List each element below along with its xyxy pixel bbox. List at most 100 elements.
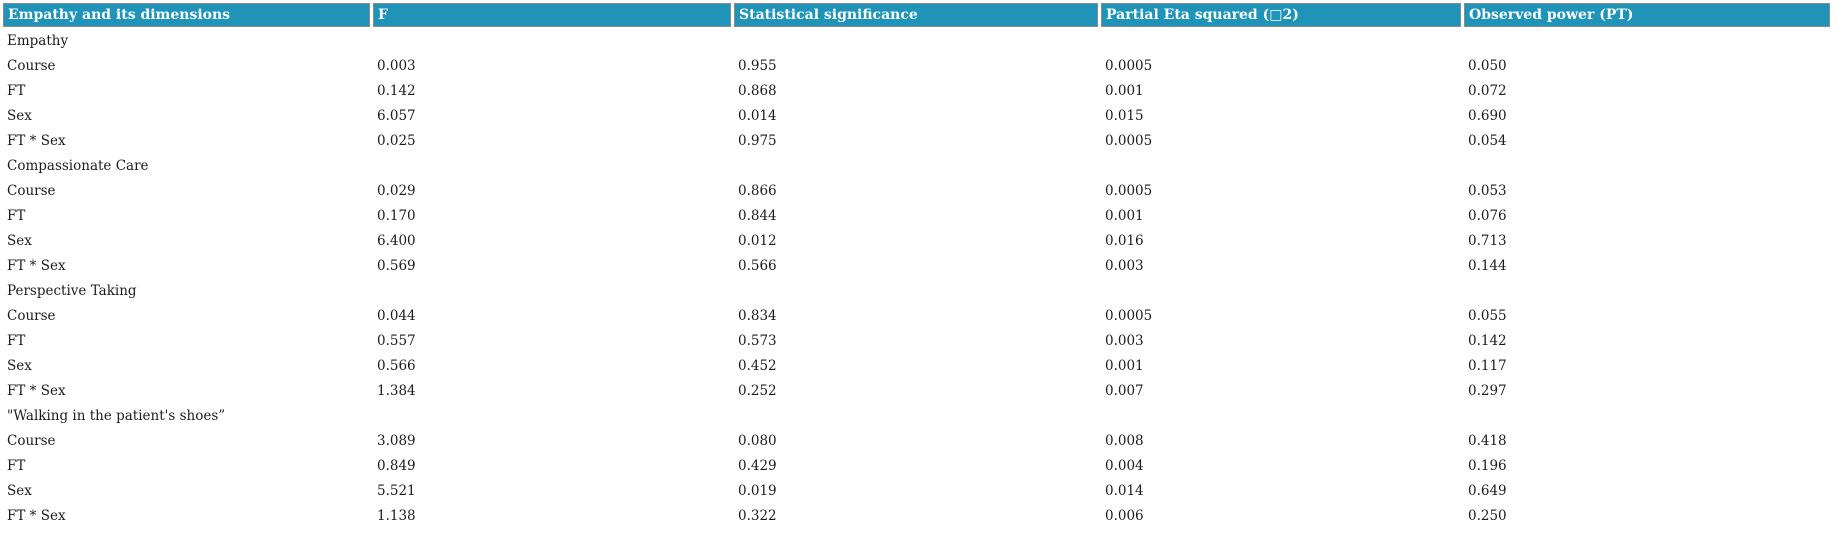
cell-sig: 0.955 [738, 58, 777, 74]
row-label: FT * Sex [7, 508, 66, 524]
table-row: Sex 0.566 0.452 0.001 0.117 [3, 355, 1830, 377]
table-row: FT * Sex 0.569 0.566 0.003 0.144 [3, 255, 1830, 277]
table-row: FT * Sex 0.025 0.975 0.0005 0.054 [3, 130, 1830, 152]
row-label: Course [7, 433, 56, 449]
table-row: FT 0.849 0.429 0.004 0.196 [3, 455, 1830, 477]
column-header-observed-power: Observed power (PT) [1464, 3, 1830, 27]
section-title: Compassionate Care [7, 158, 149, 174]
cell-f: 3.089 [377, 433, 416, 449]
cell-empty [1464, 280, 1830, 302]
cell-power: 0.072 [1468, 83, 1507, 99]
column-header-significance: Statistical significance [734, 3, 1098, 27]
row-label: Course [7, 183, 56, 199]
table-row: FT 0.557 0.573 0.003 0.142 [3, 330, 1830, 352]
cell-empty [1101, 405, 1461, 427]
cell-sig: 0.012 [738, 233, 777, 249]
section-row: Compassionate Care [3, 155, 1830, 177]
table-row: Course 0.044 0.834 0.0005 0.055 [3, 305, 1830, 327]
column-header-partial-eta: Partial Eta squared (□2) [1101, 3, 1461, 27]
cell-f: 0.142 [377, 83, 416, 99]
cell-f: 0.557 [377, 333, 416, 349]
stats-table: Empathy and its dimensions F Statistical… [3, 3, 1830, 527]
cell-power: 0.117 [1468, 358, 1507, 374]
cell-power: 0.054 [1468, 133, 1507, 149]
cell-f: 0.044 [377, 308, 416, 324]
cell-power: 0.076 [1468, 208, 1507, 224]
cell-eta: 0.015 [1105, 108, 1144, 124]
cell-empty [734, 155, 1098, 177]
cell-sig: 0.252 [738, 383, 777, 399]
cell-eta: 0.001 [1105, 358, 1144, 374]
column-header-f: F [373, 3, 731, 27]
row-label: FT * Sex [7, 383, 66, 399]
cell-empty [1101, 280, 1461, 302]
cell-eta: 0.016 [1105, 233, 1144, 249]
row-label: Sex [7, 233, 32, 249]
cell-f: 1.138 [377, 508, 416, 524]
cell-empty [734, 405, 1098, 427]
table-row: FT * Sex 1.384 0.252 0.007 0.297 [3, 380, 1830, 402]
table-row: Sex 5.521 0.019 0.014 0.649 [3, 480, 1830, 502]
row-label: Sex [7, 483, 32, 499]
cell-eta: 0.0005 [1105, 58, 1153, 74]
cell-empty [373, 30, 731, 52]
header-row: Empathy and its dimensions F Statistical… [3, 3, 1830, 27]
cell-eta: 0.008 [1105, 433, 1144, 449]
cell-empty [734, 280, 1098, 302]
cell-sig: 0.573 [738, 333, 777, 349]
cell-sig: 0.080 [738, 433, 777, 449]
cell-eta: 0.007 [1105, 383, 1144, 399]
cell-power: 0.055 [1468, 308, 1507, 324]
row-label: FT * Sex [7, 258, 66, 274]
cell-power: 0.144 [1468, 258, 1507, 274]
row-label: Course [7, 58, 56, 74]
section-title: Empathy [7, 33, 69, 49]
cell-sig: 0.975 [738, 133, 777, 149]
row-label: FT [7, 458, 26, 474]
cell-sig: 0.322 [738, 508, 777, 524]
section-row: Empathy [3, 30, 1830, 52]
cell-power: 0.142 [1468, 333, 1507, 349]
cell-f: 6.057 [377, 108, 416, 124]
cell-empty [734, 30, 1098, 52]
cell-f: 1.384 [377, 383, 416, 399]
cell-f: 0.029 [377, 183, 416, 199]
table-row: Sex 6.057 0.014 0.015 0.690 [3, 105, 1830, 127]
cell-power: 0.053 [1468, 183, 1507, 199]
cell-power: 0.297 [1468, 383, 1507, 399]
cell-eta: 0.006 [1105, 508, 1144, 524]
cell-eta: 0.014 [1105, 483, 1144, 499]
cell-eta: 0.003 [1105, 258, 1144, 274]
cell-sig: 0.566 [738, 258, 777, 274]
row-label: FT * Sex [7, 133, 66, 149]
cell-f: 0.566 [377, 358, 416, 374]
cell-power: 0.690 [1468, 108, 1507, 124]
section-title: "Walking in the patient's shoes” [7, 408, 226, 424]
section-title: Perspective Taking [7, 283, 137, 299]
row-label: FT [7, 208, 26, 224]
cell-eta: 0.004 [1105, 458, 1144, 474]
cell-power: 0.196 [1468, 458, 1507, 474]
row-label: FT [7, 83, 26, 99]
section-row: "Walking in the patient's shoes” [3, 405, 1830, 427]
cell-eta: 0.0005 [1105, 133, 1153, 149]
cell-sig: 0.429 [738, 458, 777, 474]
table-row: FT * Sex 1.138 0.322 0.006 0.250 [3, 505, 1830, 527]
cell-power: 0.250 [1468, 508, 1507, 524]
cell-sig: 0.868 [738, 83, 777, 99]
cell-empty [373, 280, 731, 302]
table-row: FT 0.170 0.844 0.001 0.076 [3, 205, 1830, 227]
cell-power: 0.649 [1468, 483, 1507, 499]
cell-f: 0.849 [377, 458, 416, 474]
cell-f: 0.025 [377, 133, 416, 149]
cell-power: 0.418 [1468, 433, 1507, 449]
cell-eta: 0.003 [1105, 333, 1144, 349]
cell-eta: 0.0005 [1105, 183, 1153, 199]
cell-sig: 0.834 [738, 308, 777, 324]
cell-sig: 0.014 [738, 108, 777, 124]
table-row: Course 3.089 0.080 0.008 0.418 [3, 430, 1830, 452]
cell-empty [373, 155, 731, 177]
cell-f: 0.170 [377, 208, 416, 224]
cell-sig: 0.452 [738, 358, 777, 374]
cell-eta: 0.001 [1105, 208, 1144, 224]
